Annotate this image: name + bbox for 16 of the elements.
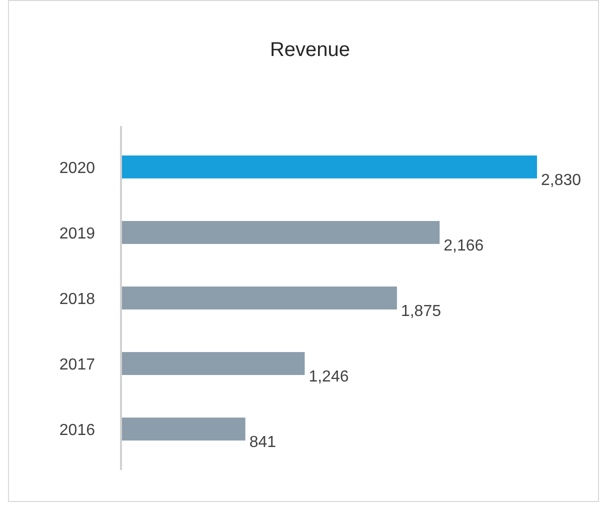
data-label: 1,246 [308, 368, 349, 386]
chart-title: Revenue [270, 39, 350, 61]
bar [122, 286, 397, 310]
bar [122, 418, 246, 441]
bar [122, 155, 537, 178]
bar [122, 221, 440, 244]
y-tick-label: 2018 [59, 291, 96, 308]
data-label: 2,166 [444, 237, 484, 254]
data-label: 2,830 [541, 172, 582, 189]
bar [122, 352, 305, 375]
y-tick-label: 2019 [59, 225, 96, 242]
y-tick-label: 2016 [59, 422, 96, 440]
data-label: 841 [249, 434, 276, 452]
y-tick-label: 2020 [59, 160, 96, 177]
y-tick-label: 2017 [59, 356, 96, 374]
data-label: 1,875 [400, 303, 442, 320]
